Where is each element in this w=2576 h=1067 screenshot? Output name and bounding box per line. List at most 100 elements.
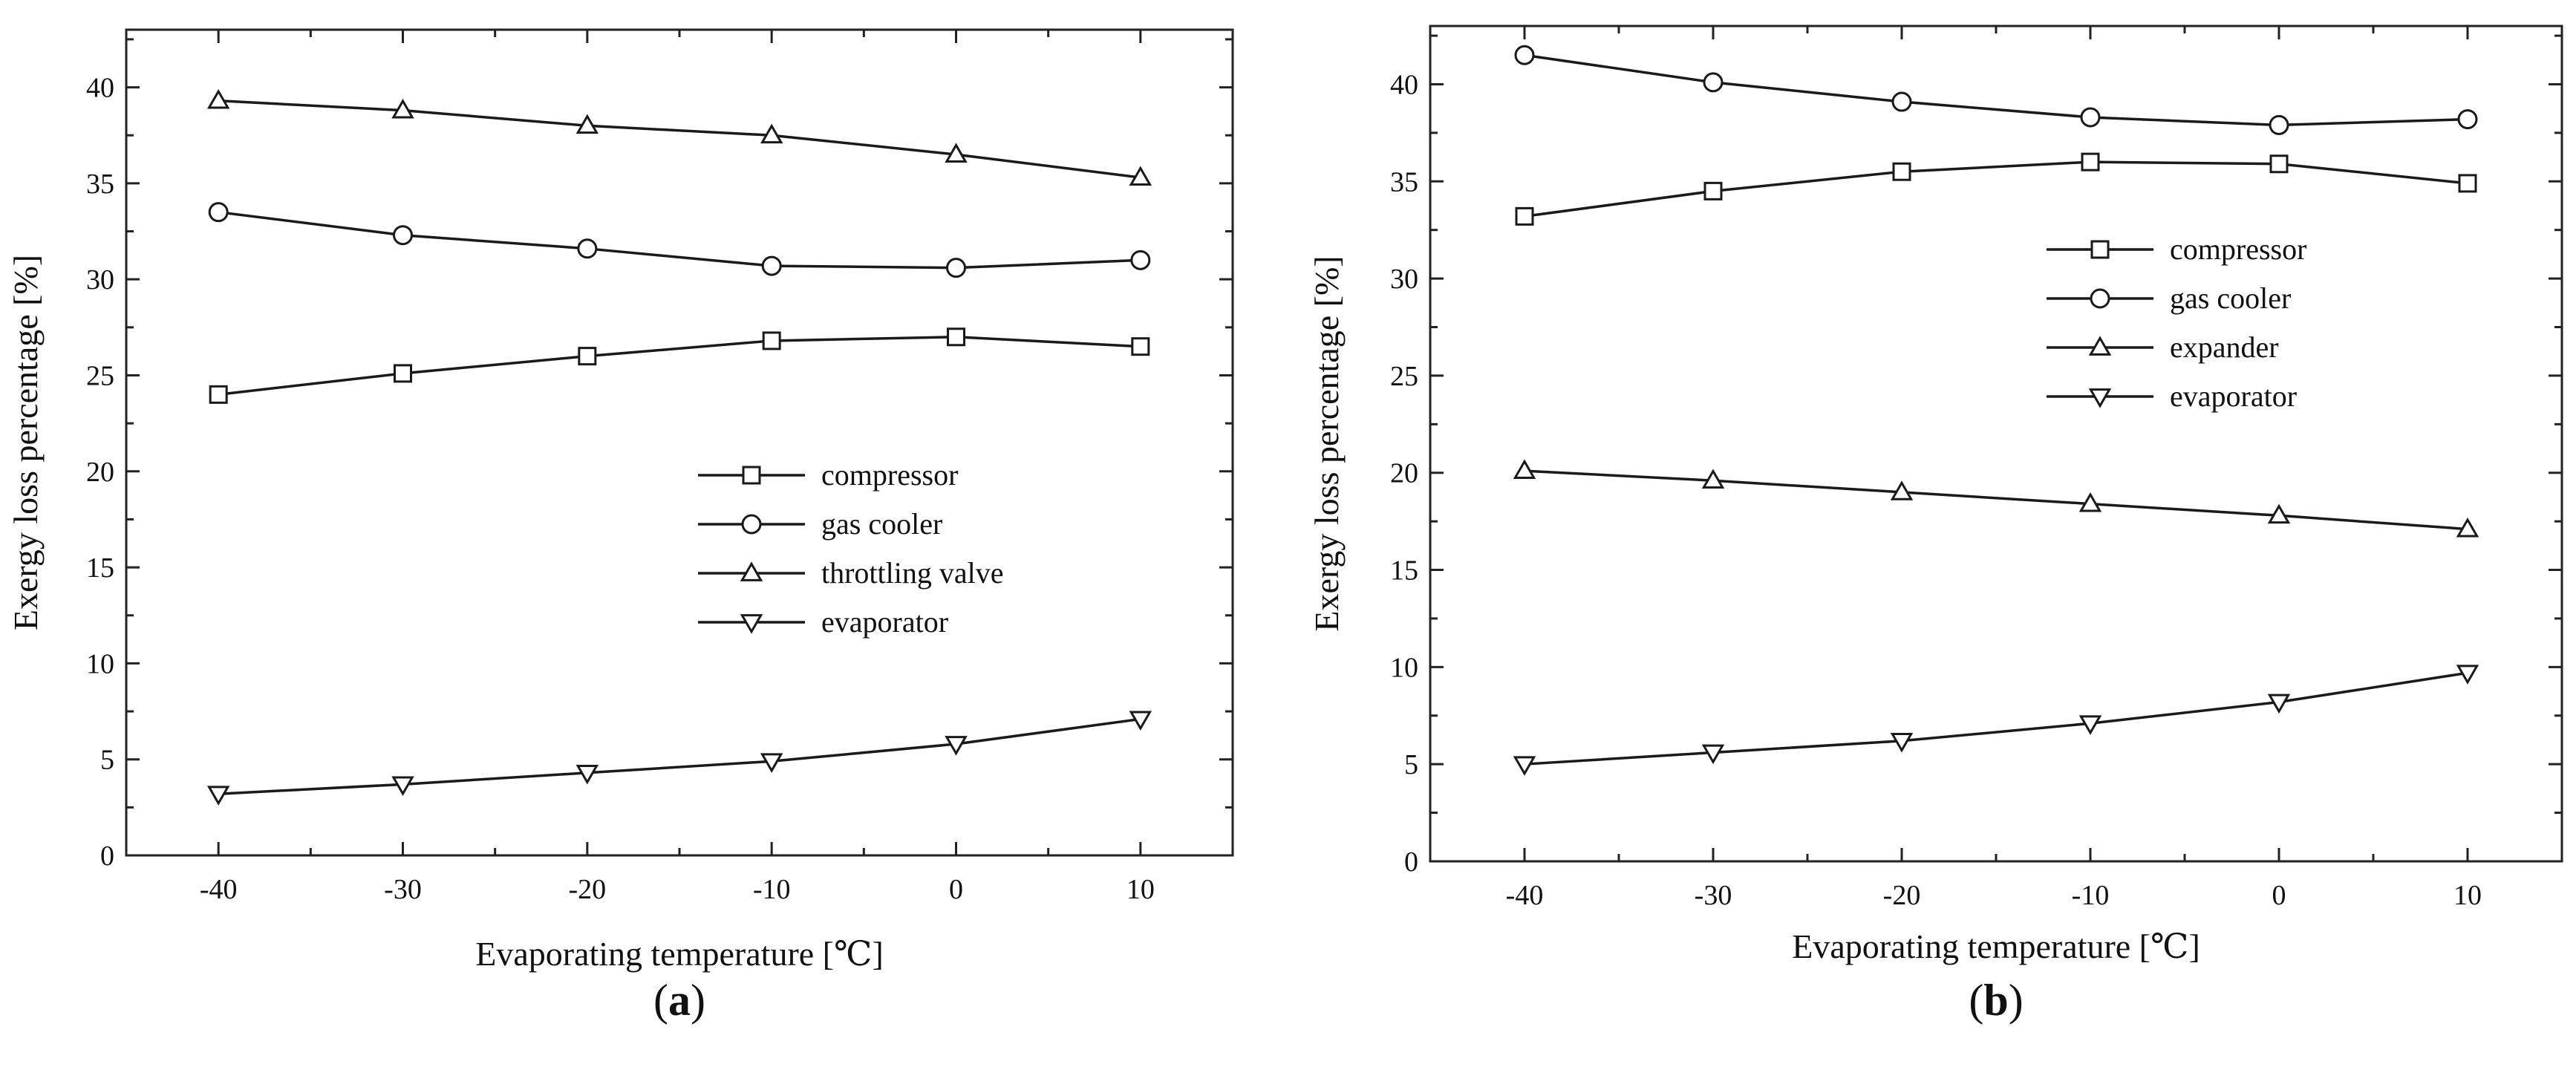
plot-frame [125, 28, 1234, 857]
data-point-evaporator [2078, 715, 2102, 735]
y-tick-label: 5 [100, 745, 114, 776]
legend: compressor gas cooler throttling valve evap… [698, 458, 1004, 639]
y-axis-title: Exergy loss percentage [%] [1308, 255, 1346, 631]
data-point-expander [2267, 503, 2291, 524]
y-tick-label: 35 [1390, 166, 1418, 198]
series-line-throttling-valve [218, 99, 1141, 179]
y-tick-label: 40 [1390, 69, 1418, 100]
chart-panel-a: -40 -30 -20 -10 0 10 0 5 10 15 20 25 30 35 40 Evaporati… [7, 28, 1234, 1025]
data-point-gas-cooler [1891, 91, 1912, 112]
data-point-expander [2078, 492, 2102, 512]
data-point-expander [1890, 480, 1914, 500]
y-tick-label: 0 [1404, 846, 1418, 878]
data-point-expander [1701, 469, 1725, 489]
data-point-evaporator [2456, 665, 2479, 685]
chart-b-svg: -40 -30 -20 -10 0 10 0 5 10 15 20 25 30 35 40 Evaporati… [1308, 25, 2563, 1025]
panel-caption: (b) [1969, 976, 2023, 1025]
legend-label-evaporator: evaporator [821, 605, 948, 639]
y-tick-label: 20 [1390, 458, 1418, 489]
x-tick-label: -40 [1506, 880, 1544, 911]
data-point-compressor [1515, 206, 1534, 226]
legend-label-evaporator: evaporator [2170, 379, 2297, 413]
x-tick-label: -20 [569, 874, 607, 905]
x-tick-label: 0 [949, 874, 963, 905]
data-point-evaporator [760, 753, 783, 773]
x-tick-label: -30 [1695, 880, 1732, 911]
legend-label-gas-cooler: gas cooler [2170, 281, 2291, 315]
data-point-compressor [1703, 181, 1723, 200]
data-point-compressor [2081, 152, 2100, 172]
y-tick-label: 10 [1390, 652, 1418, 683]
data-point-evaporator [1129, 711, 1152, 731]
chart-a-svg: -40 -30 -20 -10 0 10 0 5 10 15 20 25 30 35 40 Evaporati… [7, 28, 1234, 1025]
data-point-gas-cooler [393, 225, 413, 246]
data-point-evaporator [391, 776, 414, 796]
legend-marker-compressor [2090, 240, 2110, 259]
data-point-compressor [762, 331, 781, 350]
data-point-gas-cooler [2080, 107, 2101, 128]
data-point-throttling-valve [1129, 166, 1152, 186]
series-line-evaporator [218, 717, 1141, 795]
data-point-compressor [209, 385, 228, 404]
legend-marker-gas-cooler [2090, 288, 2110, 309]
data-point-compressor [394, 364, 412, 383]
data-point-gas-cooler [2269, 114, 2289, 135]
y-tick-label: 40 [86, 73, 114, 104]
data-point-gas-cooler [1703, 72, 1724, 93]
y-tick-label: 15 [86, 552, 114, 584]
legend-label-gas-cooler: gas cooler [821, 507, 942, 541]
x-tick-label: 10 [1126, 874, 1155, 905]
y-tick-label: 25 [1390, 361, 1418, 392]
data-point-compressor [2458, 174, 2477, 193]
y-tick-label: 15 [1390, 555, 1418, 587]
data-point-compressor [1892, 162, 1911, 181]
legend-marker-compressor [742, 466, 761, 485]
chart-panel-b: -40 -30 -20 -10 0 10 0 5 10 15 20 25 30 35 40 Evaporati… [1288, 0, 2576, 1067]
data-point-expander [2456, 517, 2479, 538]
legend: compressor gas cooler expander evaporator [2047, 232, 2306, 413]
data-point-evaporator [575, 764, 599, 785]
data-point-expander [1513, 459, 1536, 479]
y-tick-label: 25 [86, 360, 114, 391]
data-point-gas-cooler [1130, 249, 1151, 270]
legend-marker-evaporator [740, 614, 763, 634]
legend-marker-gas-cooler [741, 514, 762, 535]
data-point-throttling-valve [760, 123, 783, 144]
data-point-throttling-valve [575, 114, 599, 134]
x-tick-label: -20 [1883, 880, 1921, 911]
data-point-throttling-valve [945, 143, 968, 163]
data-point-gas-cooler [946, 258, 966, 278]
legend-label-compressor: compressor [2170, 232, 2306, 266]
y-tick-label: 20 [86, 457, 114, 488]
x-tick-label: 10 [2453, 880, 2482, 911]
x-axis-title: Evaporating temperature [℃] [1792, 927, 2200, 965]
data-point-throttling-valve [391, 98, 414, 119]
x-tick-label: -40 [200, 874, 238, 905]
data-point-gas-cooler [208, 202, 229, 223]
legend-marker-evaporator [2088, 388, 2112, 408]
data-point-gas-cooler [1514, 45, 1535, 65]
legend-label-compressor: compressor [821, 458, 958, 492]
data-point-compressor [2269, 154, 2289, 174]
data-point-compressor [1131, 337, 1150, 356]
y-tick-label: 35 [86, 169, 114, 200]
y-tick-label: 30 [86, 264, 114, 296]
data-point-gas-cooler [761, 255, 782, 276]
legend-marker-throttling-valve [740, 561, 763, 581]
data-point-gas-cooler [2457, 109, 2478, 130]
data-point-throttling-valve [206, 89, 230, 109]
series-line-compressor [1524, 160, 2468, 218]
data-point-evaporator [1513, 756, 1536, 776]
data-point-evaporator [2267, 694, 2291, 714]
series-line-evaporator [1524, 671, 2468, 766]
x-tick-label: -10 [753, 874, 791, 905]
data-point-gas-cooler [577, 238, 598, 259]
series-line-gas-cooler [218, 210, 1141, 270]
y-tick-label: 0 [100, 841, 114, 872]
panel-caption: (a) [653, 976, 705, 1025]
data-point-compressor [947, 327, 965, 347]
y-axis-title: Exergy loss percentage [%] [7, 255, 45, 630]
data-point-evaporator [1701, 744, 1725, 765]
data-point-evaporator [206, 786, 230, 806]
y-tick-label: 30 [1390, 264, 1418, 295]
